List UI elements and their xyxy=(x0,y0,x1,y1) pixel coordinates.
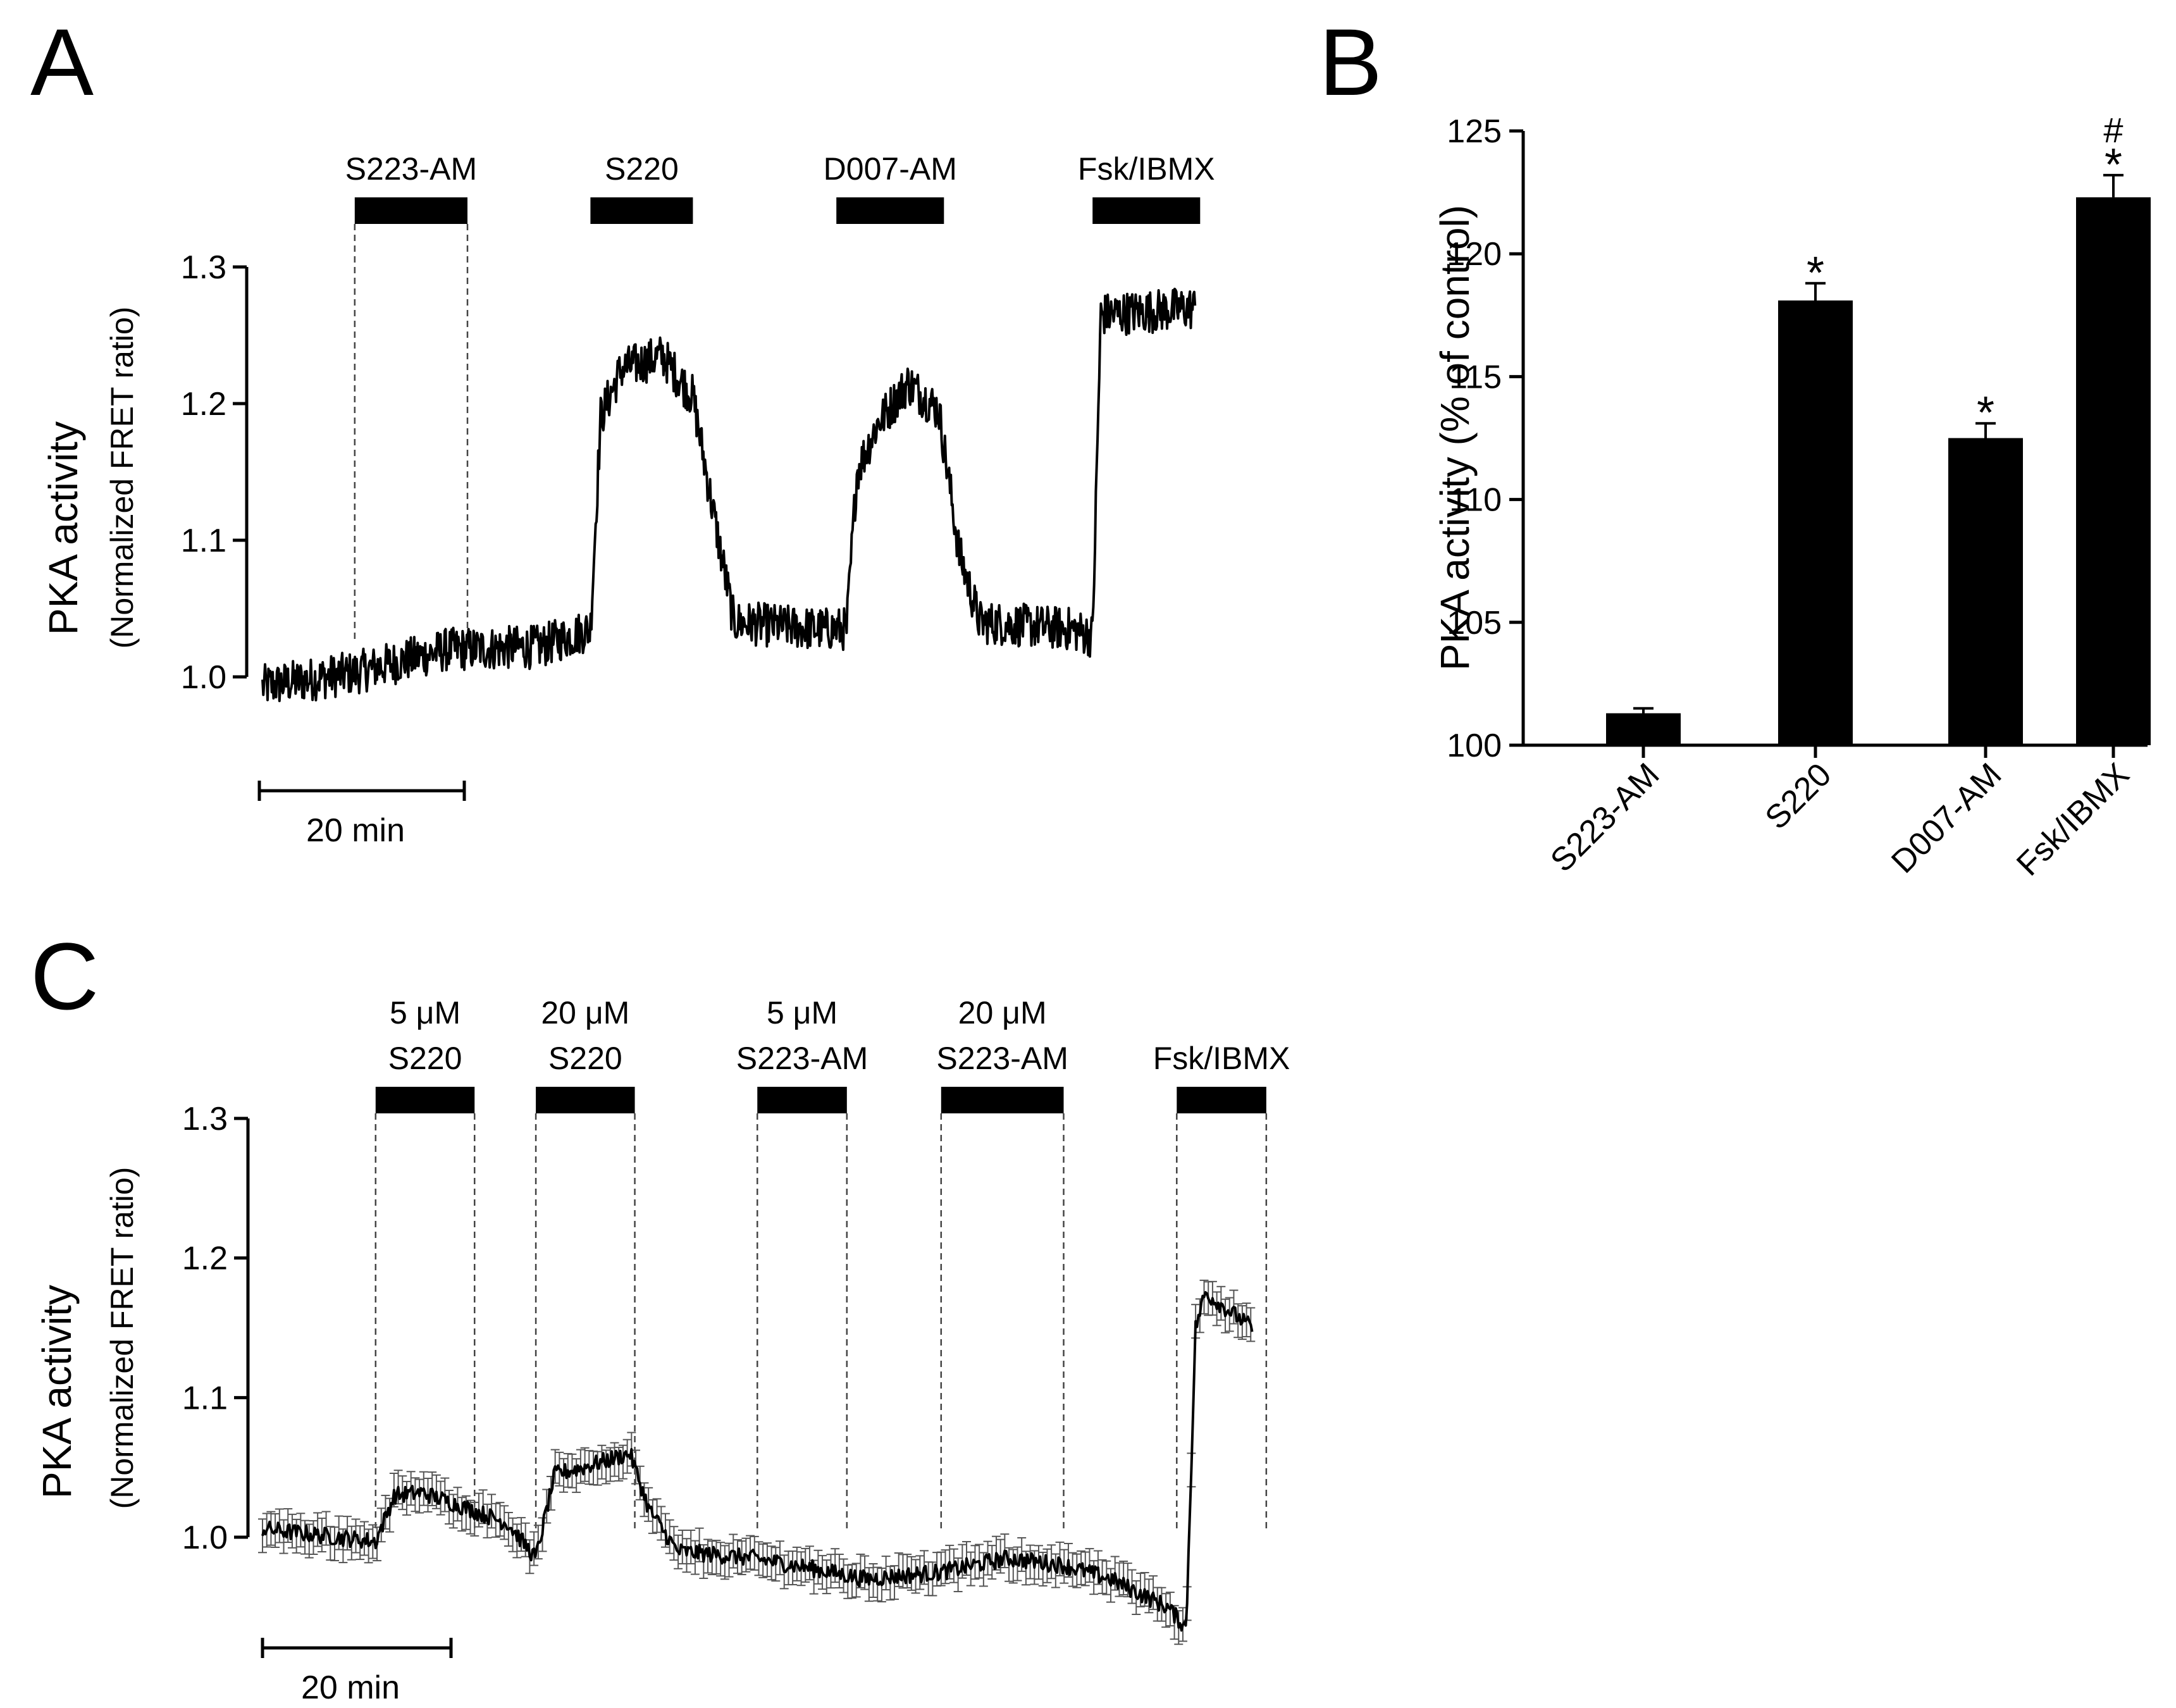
treatment-label: Fsk/IBMX xyxy=(1078,151,1215,187)
treatment-label: S223-AM xyxy=(345,151,477,187)
treatment-bar xyxy=(1092,197,1201,224)
panel-c-ytick-label: 1.0 xyxy=(182,1519,228,1556)
panel-label-b: B xyxy=(1319,9,1382,115)
treatment-label: S220 xyxy=(605,151,679,187)
treatment-bar xyxy=(1177,1087,1266,1113)
panel-c-fret-trace xyxy=(261,1290,1254,1632)
scale-bar-label: 20 min xyxy=(301,1669,400,1706)
treatment-bar xyxy=(354,197,467,224)
panel-c-ytick-label: 1.2 xyxy=(182,1241,228,1277)
treatment-bar xyxy=(941,1087,1064,1113)
panel-a-ytick-label: 1.3 xyxy=(181,249,226,286)
panel-c-ylabel-sub: (Normalized FRET ratio) xyxy=(104,1167,140,1509)
panel-b-ytick-label: 110 xyxy=(1449,482,1502,519)
panel-a-ylabel: PKA activity xyxy=(40,421,86,635)
panel-b-ytick-label: 125 xyxy=(1447,113,1502,150)
panel-b-category-label: S223-AM xyxy=(1543,756,1666,879)
treatment-label-concentration: 5 μM xyxy=(390,995,461,1030)
panel-a-ytick-label: 1.0 xyxy=(181,659,226,696)
panel-c: PKA activity (Normalized FRET ratio) 1.0… xyxy=(34,995,1290,1706)
treatment-label-concentration: 20 μM xyxy=(541,995,629,1030)
panel-a-ylabel-sub: (Normalized FRET ratio) xyxy=(104,307,140,649)
panel-b-category-label: S220 xyxy=(1759,756,1839,836)
treatment-bar xyxy=(375,1087,475,1113)
treatment-bar xyxy=(536,1087,635,1113)
treatment-bar xyxy=(590,197,693,224)
panel-b-ytick-label: 120 xyxy=(1447,236,1502,273)
significance-mark: * xyxy=(1807,248,1824,299)
bar-d007-am xyxy=(1948,438,2023,745)
panel-label-c: C xyxy=(30,923,99,1029)
bar-s223-am xyxy=(1606,713,1681,745)
panel-a-fret-trace xyxy=(261,287,1197,702)
panel-b-ytick-label: 115 xyxy=(1449,359,1502,395)
scale-bar-label: 20 min xyxy=(306,812,405,849)
panel-a-ytick-label: 1.2 xyxy=(181,386,226,423)
treatment-label: S223-AM xyxy=(936,1041,1068,1076)
panel-b-category-label: D007-AM xyxy=(1884,756,2008,880)
treatment-bar xyxy=(836,197,944,224)
panel-b-ytick-label: 105 xyxy=(1447,605,1502,641)
panel-a-ytick-label: 1.1 xyxy=(181,523,226,559)
panel-b-ylabel: PKA activity (% of control) xyxy=(1432,205,1478,671)
significance-mark: * xyxy=(2105,140,2122,190)
treatment-label-concentration: 5 μM xyxy=(767,995,838,1030)
panel-b-category-label: Fsk/IBMX xyxy=(2010,756,2136,882)
panel-c-ytick-label: 1.3 xyxy=(182,1101,228,1137)
treatment-label-concentration: 20 μM xyxy=(958,995,1047,1030)
treatment-label: D007-AM xyxy=(824,151,957,187)
treatment-label: S220 xyxy=(548,1041,622,1076)
panel-b: PKA activity (% of control) 100 105 110 115… xyxy=(1432,110,2151,883)
bar-s220 xyxy=(1778,300,1853,746)
treatment-label: Fsk/IBMX xyxy=(1153,1041,1290,1076)
treatment-label: S223-AM xyxy=(736,1041,868,1076)
panel-c-ytick-label: 1.1 xyxy=(182,1380,228,1416)
treatment-label: S220 xyxy=(388,1041,462,1076)
panel-c-ylabel: PKA activity xyxy=(34,1285,80,1499)
significance-mark: # xyxy=(2103,110,2123,150)
treatment-bar xyxy=(757,1087,847,1113)
panel-b-ytick-label: 100 xyxy=(1447,727,1502,764)
bar-fsk-ibmx xyxy=(2076,197,2151,745)
significance-mark: * xyxy=(1977,388,1994,438)
panel-a: PKA activity (Normalized FRET ratio) 1.0… xyxy=(40,151,1215,849)
panel-label-a: A xyxy=(30,9,94,115)
